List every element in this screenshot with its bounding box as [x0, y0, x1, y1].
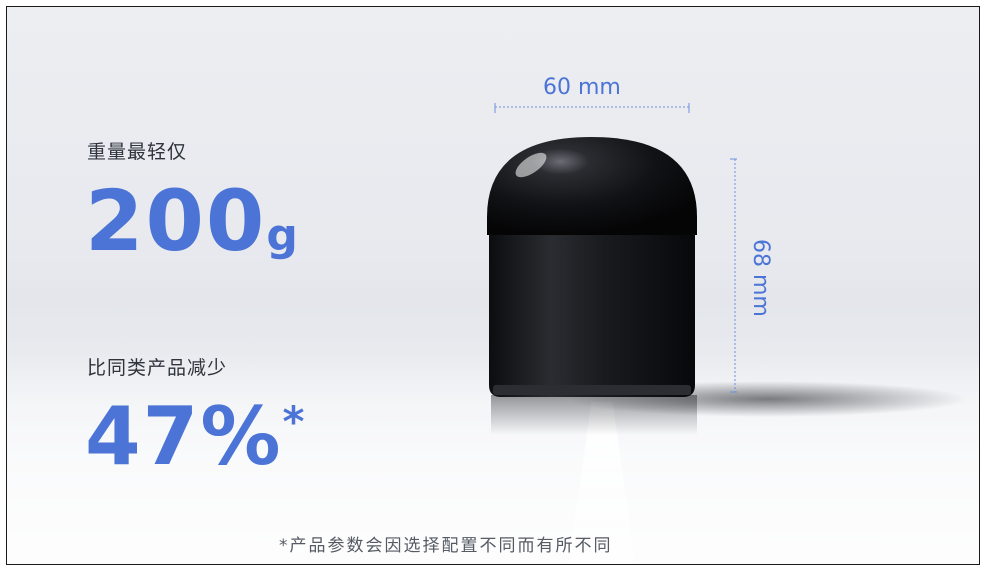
- weight-value: 200: [85, 172, 267, 270]
- reduction-label: 比同类产品减少: [87, 357, 228, 379]
- product-spec-banner: 重量最轻仅 200g 比同类产品减少 47%*: [6, 6, 980, 565]
- product-body: [489, 232, 695, 397]
- product-base-ring: [493, 385, 691, 395]
- height-dimension-line: [730, 158, 737, 393]
- width-label: 60 mm: [543, 75, 621, 100]
- product-illustration: [487, 103, 967, 435]
- reduction-value-group: 47%*: [85, 397, 306, 477]
- weight-label: 重量最轻仅: [87, 141, 188, 163]
- product-reflection: [491, 395, 697, 435]
- weight-unit: g: [266, 210, 300, 261]
- reduction-value: 47%: [85, 390, 283, 483]
- height-label: 68 mm: [748, 239, 773, 317]
- footnote: *产品参数会因选择配置不同而有所不同: [279, 536, 613, 556]
- weight-value-group: 200g: [85, 179, 300, 263]
- width-dimension-line: [494, 103, 690, 113]
- product-dome: [487, 137, 697, 235]
- reduction-marker: *: [282, 397, 307, 446]
- product-highlight: [515, 152, 547, 178]
